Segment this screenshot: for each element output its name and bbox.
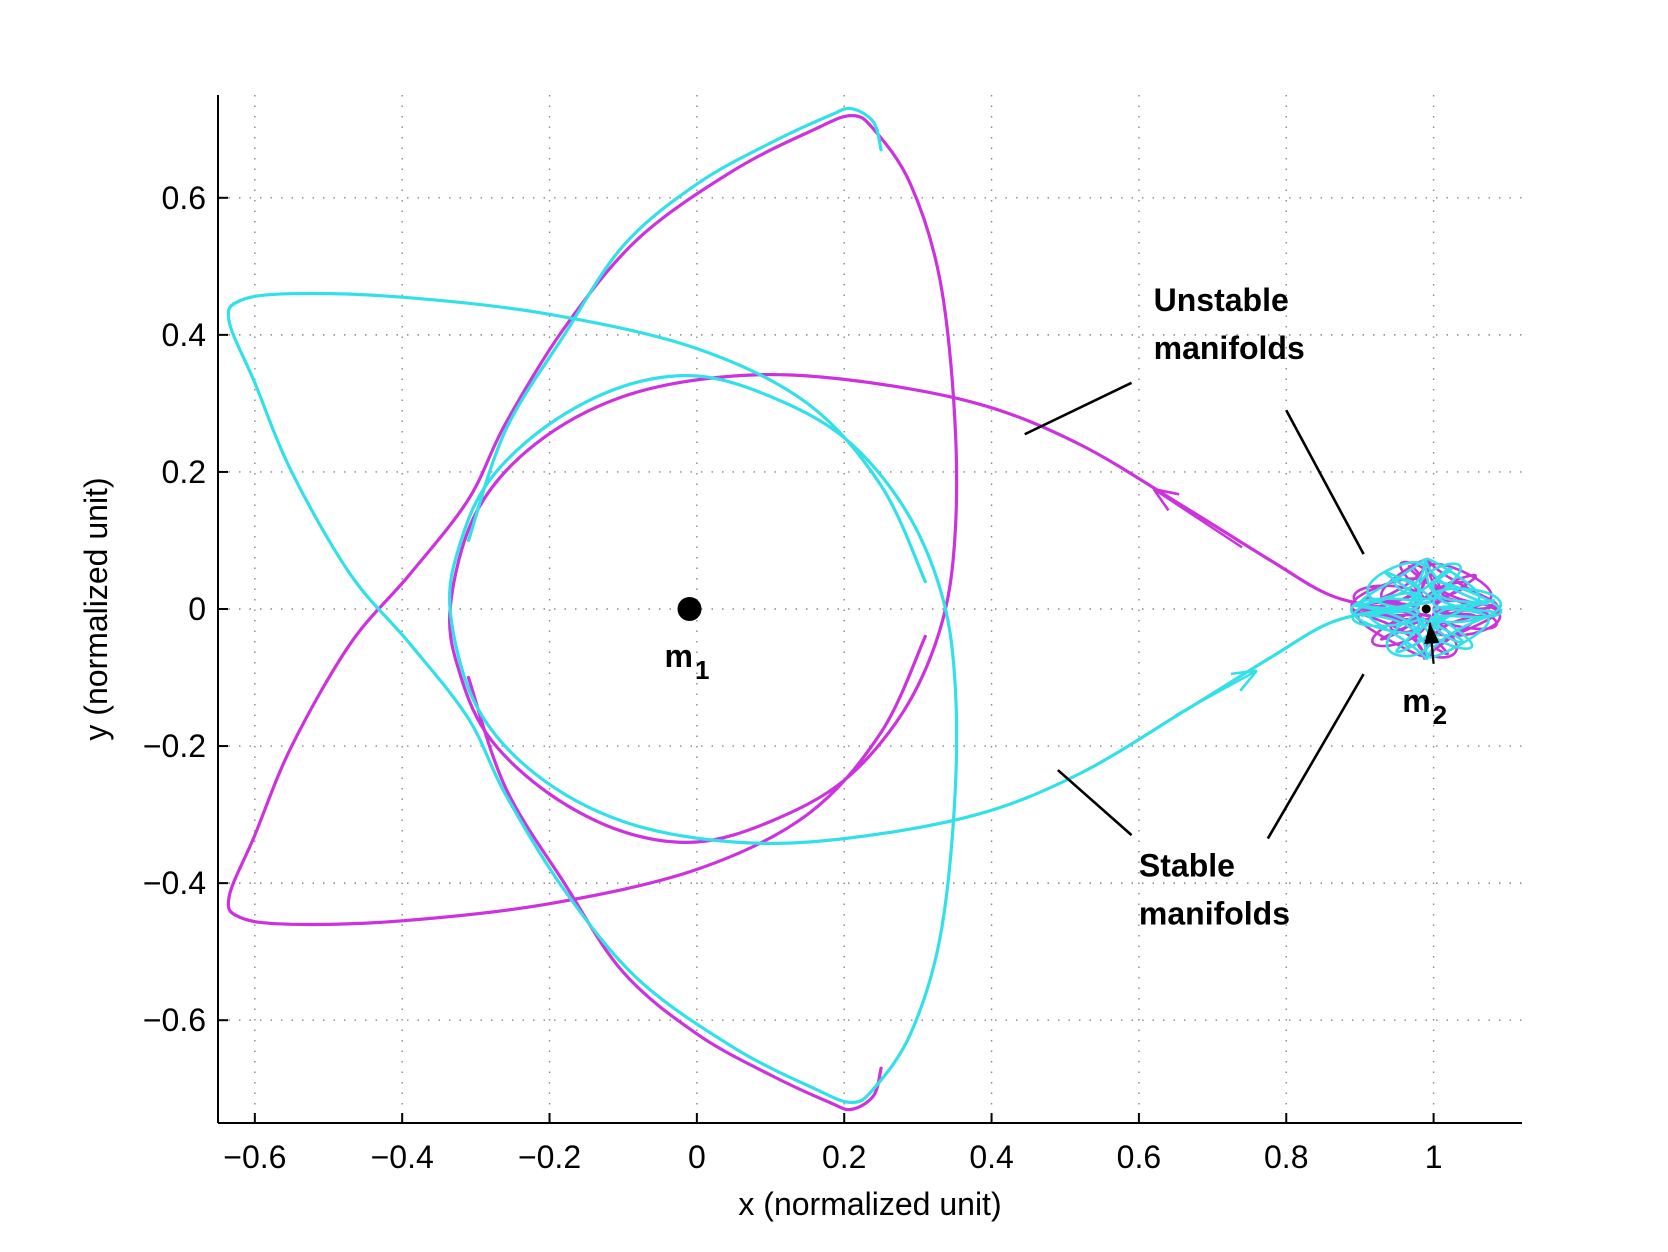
stable-manifold-series — [226, 106, 1503, 1104]
flow-direction-arrow — [1175, 669, 1258, 717]
arrow-shaft — [1175, 669, 1258, 717]
flow-direction-arrow — [1152, 487, 1243, 549]
manifold-line — [226, 291, 1432, 1104]
y-tick-label: 0.4 — [162, 317, 206, 353]
ticks: −0.6 −0.4 −0.2 0 0.2 0.4 0.6 0.8 1 −0.6 −0.4 −0.2 0 0… — [143, 180, 1443, 1175]
arrow-head — [1152, 487, 1180, 512]
x-tick-label: −0.6 — [223, 1139, 286, 1175]
body-marker — [1421, 604, 1431, 614]
x-tick-label: 0.8 — [1264, 1139, 1308, 1175]
y-tick-label: −0.2 — [143, 728, 206, 764]
manifold-annotation: Unstable manifolds — [1024, 282, 1365, 555]
body-label-subscript: 1 — [695, 655, 709, 685]
annotations: Unstable manifolds Stable manifolds m1 m2 — [665, 282, 1448, 931]
x-tick-label: 0 — [688, 1139, 706, 1175]
x-tick-label: 0.6 — [1117, 1139, 1161, 1175]
y-tick-label: 0.2 — [162, 454, 206, 490]
primary-body-m1: m1 — [665, 597, 710, 685]
body-label: m2 — [1402, 683, 1447, 730]
body-marker — [677, 597, 702, 621]
arrow-shaft — [1152, 488, 1243, 549]
m2-pointer-arrow — [1424, 622, 1440, 664]
y-tick-label: 0.6 — [162, 180, 206, 216]
grid — [218, 95, 1522, 1123]
x-tick-label: −0.4 — [371, 1139, 434, 1175]
manifold-line-tail — [466, 106, 883, 543]
manifold-line — [226, 114, 1432, 927]
annotation-text: manifolds — [1139, 895, 1290, 931]
arrow-head — [1424, 622, 1440, 644]
annotation-text: manifolds — [1154, 330, 1305, 366]
x-axis-label: x (normalized unit) — [738, 1186, 1001, 1222]
y-tick-label: 0 — [188, 591, 206, 627]
manifold-line-tail — [466, 675, 883, 1112]
manifold-annotation: Stable manifolds — [1057, 673, 1365, 931]
y-tick-label: −0.6 — [143, 1002, 206, 1038]
body-label-subscript: 2 — [1433, 700, 1447, 730]
leader-line — [1057, 769, 1133, 837]
leader-line — [1266, 673, 1365, 840]
x-tick-label: 0.4 — [969, 1139, 1013, 1175]
annotation-text: Stable — [1139, 847, 1235, 883]
unstable-manifold-series — [226, 114, 1503, 1112]
y-tick-label: −0.4 — [143, 865, 206, 901]
body-label: m1 — [665, 638, 710, 685]
leader-line — [1285, 409, 1365, 555]
y-axis-label: y (normalized unit) — [78, 477, 114, 740]
x-tick-label: −0.2 — [518, 1139, 581, 1175]
arrow-head — [1230, 669, 1258, 692]
leader-line — [1024, 381, 1133, 436]
x-tick-label: 1 — [1425, 1139, 1443, 1175]
x-tick-label: 0.2 — [822, 1139, 866, 1175]
manifold-curves — [226, 106, 1503, 1112]
annotation-text: Unstable — [1154, 282, 1289, 318]
m2-orbit-tangle — [1349, 557, 1503, 661]
